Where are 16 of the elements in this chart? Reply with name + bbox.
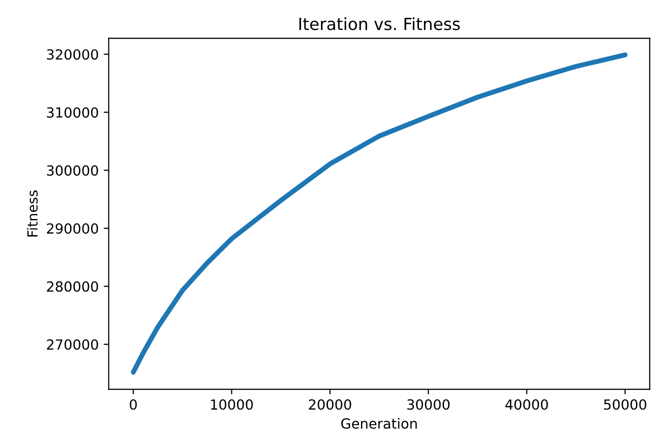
x-axis-title: Generation bbox=[341, 418, 417, 429]
x-tick-label: 10000 bbox=[211, 399, 253, 410]
y-tick-label: 320000 bbox=[47, 49, 98, 60]
y-tick-label: 310000 bbox=[47, 107, 98, 118]
y-axis-title: Fitness bbox=[26, 190, 38, 236]
x-tick-label: 50000 bbox=[604, 399, 646, 410]
x-tick-label: 40000 bbox=[505, 399, 548, 410]
x-tick-label: 20000 bbox=[308, 399, 352, 410]
x-tick-label: 0 bbox=[130, 399, 137, 410]
line-series bbox=[130, 52, 628, 375]
y-tick-label: 290000 bbox=[46, 223, 98, 234]
x-tick-label: 30000 bbox=[407, 399, 450, 410]
y-tick-label: 300000 bbox=[47, 165, 98, 176]
y-tick-label: 280000 bbox=[46, 281, 98, 292]
chart-title: Iteration vs. Fitness bbox=[299, 17, 460, 30]
y-tick-label: 270000 bbox=[46, 339, 98, 350]
